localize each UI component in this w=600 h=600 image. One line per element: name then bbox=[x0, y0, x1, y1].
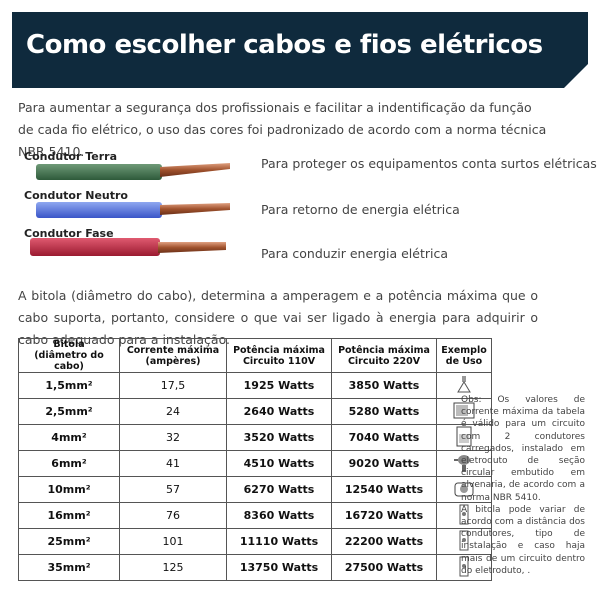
table-row: 10mm² 57 6270 Watts 12540 Watts bbox=[18, 476, 492, 503]
wire-description: Para conduzir energia elétrica bbox=[261, 246, 449, 261]
table-row: 6mm² 41 4510 Watts 9020 Watts bbox=[18, 450, 492, 477]
table-body: 1,5mm² 17,5 1925 Watts 3850 Watts 2,5mm² 24 26… bbox=[18, 372, 492, 581]
table-cell: 13750 Watts bbox=[226, 554, 332, 581]
header-band bbox=[12, 12, 588, 88]
usage-icon-cell bbox=[436, 476, 492, 503]
note: Obs: Os valores de corrente máxima da ta… bbox=[461, 395, 585, 576]
table-cell: 3850 Watts bbox=[331, 372, 437, 399]
table-cell: 41 bbox=[119, 450, 227, 477]
table: Bitola (diâmetro do cabo) Corrente máxima… bbox=[18, 338, 492, 581]
usage-icon-cell bbox=[436, 502, 492, 529]
table-cell: 1,5mm² bbox=[18, 372, 120, 399]
table-cell: 25mm² bbox=[18, 528, 120, 555]
table-cell: 17,5 bbox=[119, 372, 227, 399]
usage-icon bbox=[457, 375, 471, 392]
table-cell: 76 bbox=[119, 502, 227, 529]
table-cell: 16720 Watts bbox=[331, 502, 437, 529]
usage-icon bbox=[459, 556, 469, 576]
table-cell: 12540 Watts bbox=[331, 476, 437, 503]
table-cell: 3520 Watts bbox=[226, 424, 332, 451]
table-row: 4mm² 32 3520 Watts 7040 Watts bbox=[18, 424, 492, 451]
usage-icon-cell bbox=[436, 424, 492, 451]
table-cell: 6mm² bbox=[18, 450, 120, 477]
wire-label: Condutor Fase bbox=[24, 227, 114, 240]
table-row: 1,5mm² 17,5 1925 Watts 3850 Watts bbox=[18, 372, 492, 399]
intro: Para aumentar a segurança dos profission… bbox=[18, 100, 547, 159]
table-cell: 16mm² bbox=[18, 502, 120, 529]
table-cell: 11110 Watts bbox=[226, 528, 332, 555]
usage-icon-cell bbox=[436, 528, 492, 555]
table-cell: 4510 Watts bbox=[226, 450, 332, 477]
usage-icon-cell bbox=[436, 554, 492, 581]
table-cell: 8360 Watts bbox=[226, 502, 332, 529]
column-header: Potência máxima Circuito 110V bbox=[226, 338, 332, 373]
usage-icon bbox=[459, 530, 469, 550]
table-row: 2,5mm² 24 2640 Watts 5280 Watts bbox=[18, 398, 492, 425]
wire-description: Para proteger os equipamentos conta surt… bbox=[261, 156, 597, 171]
table-cell: 5280 Watts bbox=[331, 398, 437, 425]
table-cell: 6270 Watts bbox=[226, 476, 332, 503]
table-cell: 57 bbox=[119, 476, 227, 503]
usage-icon bbox=[454, 482, 474, 496]
column-header: Bitola (diâmetro do cabo) bbox=[18, 338, 120, 373]
wires bbox=[30, 163, 230, 256]
table-cell: 7040 Watts bbox=[331, 424, 437, 451]
table-cell: 32 bbox=[119, 424, 227, 451]
column-header: Exemplo de Uso bbox=[436, 338, 492, 373]
table-cell: 35mm² bbox=[18, 554, 120, 581]
usage-icon bbox=[454, 454, 470, 472]
table-cell: 101 bbox=[119, 528, 227, 555]
table-cell: 4mm² bbox=[18, 424, 120, 451]
header-row: Bitola (diâmetro do cabo) Corrente máxima… bbox=[18, 338, 492, 373]
table-cell: 1925 Watts bbox=[226, 372, 332, 399]
table-row: 25mm² 101 11110 Watts 22200 Watts bbox=[18, 528, 492, 555]
usage-icon bbox=[453, 402, 475, 418]
table-cell: 27500 Watts bbox=[331, 554, 437, 581]
table-cell: 2640 Watts bbox=[226, 398, 332, 425]
table-row: 16mm² 76 8360 Watts 16720 Watts bbox=[18, 502, 492, 529]
table-cell: 125 bbox=[119, 554, 227, 581]
usage-icon bbox=[459, 504, 469, 524]
column-header: Corrente máxima (ampères) bbox=[119, 338, 227, 373]
wire-description: Para retorno de energia elétrica bbox=[261, 202, 460, 217]
table-cell: 2,5mm² bbox=[18, 398, 120, 425]
title: Como escolher cabos e fios elétricos bbox=[26, 30, 543, 60]
column-header: Potência máxima Circuito 220V bbox=[331, 338, 437, 373]
table-cell: 10mm² bbox=[18, 476, 120, 503]
table-cell: 22200 Watts bbox=[331, 528, 437, 555]
table-cell: 9020 Watts bbox=[331, 450, 437, 477]
usage-icon bbox=[456, 426, 472, 446]
wire-label: Condutor Neutro bbox=[24, 189, 128, 202]
wire-label: Condutor Terra bbox=[24, 150, 118, 163]
table-row: 35mm² 125 13750 Watts 27500 Watts bbox=[18, 554, 492, 581]
table-cell: 24 bbox=[119, 398, 227, 425]
